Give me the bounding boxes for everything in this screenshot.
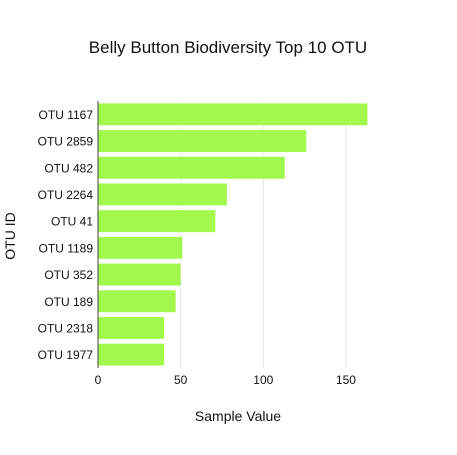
bar[interactable] xyxy=(98,317,165,339)
y-tick-labels: OTU 1167 OTU 2859 OTU 482 OTU 2264 OTU 41 OTU… xyxy=(38,108,94,362)
y-tick-label: OTU 1189 xyxy=(39,241,94,255)
y-tick-label: OTU 2859 xyxy=(38,135,94,149)
bar[interactable] xyxy=(98,290,176,313)
x-axis-title: Sample Value xyxy=(195,408,281,424)
x-tick-label: 50 xyxy=(174,373,188,387)
y-tick-label: OTU 482 xyxy=(44,161,93,175)
y-tick-label: OTU 352 xyxy=(44,268,93,282)
bars xyxy=(98,103,368,366)
y-tick-label: OTU 1977 xyxy=(38,348,94,362)
x-tick-labels: 0 50 100 150 xyxy=(95,373,357,387)
bar[interactable] xyxy=(98,343,165,366)
bar[interactable] xyxy=(98,263,181,286)
y-tick-label: OTU 41 xyxy=(51,215,93,229)
y-tick-label: OTU 2318 xyxy=(38,321,94,335)
bar[interactable] xyxy=(98,130,307,152)
y-tick-label: OTU 2264 xyxy=(38,188,94,202)
chart-title: Belly Button Biodiversity Top 10 OTU xyxy=(89,38,367,57)
bar[interactable] xyxy=(98,236,183,259)
bar[interactable] xyxy=(98,156,285,179)
x-tick-label: 0 xyxy=(95,373,102,387)
y-axis-title: OTU ID xyxy=(2,212,18,259)
x-tick-label: 150 xyxy=(336,373,356,387)
bar[interactable] xyxy=(98,103,368,126)
bar[interactable] xyxy=(98,183,227,206)
y-tick-label: OTU 1167 xyxy=(39,108,94,122)
bar[interactable] xyxy=(98,210,216,233)
y-tick-label: OTU 189 xyxy=(44,295,93,309)
x-tick-label: 100 xyxy=(253,373,273,387)
